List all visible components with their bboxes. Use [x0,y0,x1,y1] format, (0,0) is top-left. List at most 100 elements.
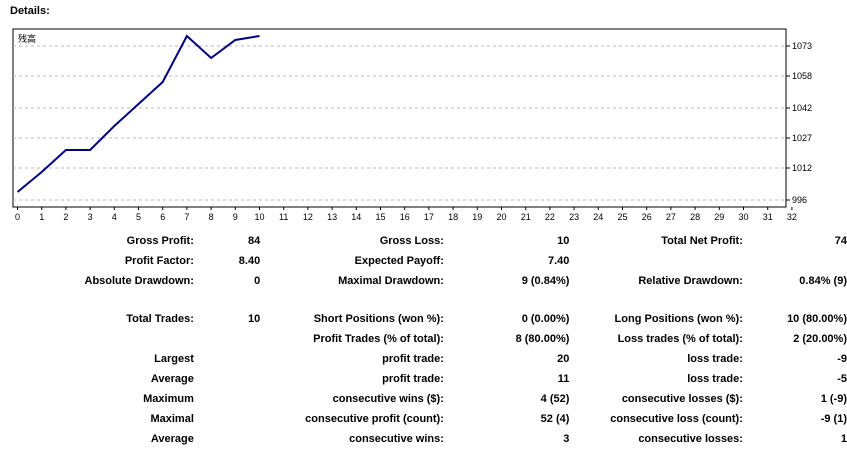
stat-value-2: 20 [557,353,570,365]
stat-label-3: loss trade: [687,373,743,385]
chart-series-label: 残高 [18,33,36,44]
stat-label-3: Long Positions (won %): [614,313,743,325]
stat-value-3: 1 [840,433,847,445]
stats-row: Average consecutive wins: 3 consecutive los… [0,429,847,449]
stat-label-1: Gross Profit: [126,235,194,247]
x-tick-label: 29 [714,212,724,222]
x-tick-label: 12 [303,212,313,222]
stat-label-2: Profit Trades (% of total): [313,333,444,345]
x-tick-label: 27 [666,212,676,222]
stat-label-3: consecutive losses ($): [621,393,743,405]
stat-label-2: Gross Loss: [379,235,444,247]
stat-label-2: Short Positions (won %): [313,313,444,325]
stat-value-3: -9 [837,353,847,365]
stat-label-2: Expected Payoff: [354,255,444,267]
chart-plot-area [12,28,787,208]
stat-label-2: consecutive wins: [349,433,444,445]
y-tick-label: 1042 [792,103,812,113]
details-label: Details: [10,5,50,17]
x-tick-label: 24 [593,212,603,222]
stat-value-1: 10 [247,313,261,325]
x-tick-label: 14 [351,212,361,222]
stat-value-3: 10 (80.00%) [787,313,847,325]
stat-label-2: consecutive wins ($): [332,393,444,405]
x-axis: 0 1 2 3 4 5 6 7 8 9 10 11 12 13 14 15 16 17 18 19 20 21 22 23 24… [15,207,797,222]
stat-label-3 [569,251,742,271]
y-tick-label: 996 [792,195,807,205]
x-tick-label: 9 [233,212,238,222]
x-tick-label: 8 [209,212,214,222]
stat-value-2 [444,291,570,309]
stat-label-3: Loss trades (% of total): [617,333,743,345]
x-tick-label: 15 [375,212,385,222]
y-tick-label: 1027 [792,133,812,143]
x-tick-label: 11 [279,212,288,222]
stat-value-3 [743,251,847,271]
x-tick-label: 0 [15,212,20,222]
stat-label-1: Average [150,433,194,445]
x-tick-label: 32 [787,212,797,222]
stat-value-2: 11 [557,373,570,385]
x-tick-label: 6 [160,212,165,222]
x-tick-label: 4 [112,212,117,222]
stat-value-2: 9 (0.84%) [521,275,570,287]
y-axis: 996 1012 1027 1042 1058 1073 [786,41,812,205]
x-tick-label: 28 [690,212,700,222]
stat-value-2: 8 (80.00%) [515,333,570,345]
stat-label-3: Relative Drawdown: [638,275,743,287]
stats-table: Gross Profit: 84 Gross Loss: 10 Total Net Pr… [0,231,847,449]
stat-label-1: Largest [154,353,194,365]
x-tick-label: 16 [400,212,410,222]
y-tick-label: 1073 [792,41,812,51]
x-tick-label: 21 [521,212,531,222]
x-tick-label: 30 [738,212,748,222]
stat-value-1 [194,389,260,409]
stat-value-1 [194,329,260,349]
stat-label-3: consecutive loss (count): [610,413,743,425]
x-tick-label: 25 [617,212,627,222]
stat-value-3 [743,291,847,309]
stat-label-2: Maximal Drawdown: [338,275,444,287]
stat-label-1: Maximum [143,393,194,405]
stat-value-2: 52 (4) [540,413,570,425]
x-tick-label: 18 [448,212,458,222]
stat-label-1: Maximal [150,413,194,425]
stat-label-1 [0,291,194,309]
x-tick-label: 26 [642,212,652,222]
stat-label-1: Profit Factor: [124,255,194,267]
stats-row [0,291,847,309]
x-tick-label: 19 [472,212,482,222]
x-tick-label: 20 [496,212,506,222]
stat-label-3 [569,291,742,309]
stat-label-1: Absolute Drawdown: [84,275,194,287]
stat-label-1: Average [150,373,194,385]
stat-value-3: -9 (1) [820,413,847,425]
stats-row: Average profit trade: 11 loss trade: -5 [0,369,847,389]
stat-value-3: 1 (-9) [820,393,847,405]
stats-row: Gross Profit: 84 Gross Loss: 10 Total Net Pr… [0,231,847,251]
stat-label-1: Total Trades: [126,313,194,325]
stat-value-1 [194,429,260,449]
x-tick-label: 13 [327,212,337,222]
x-tick-label: 7 [184,212,189,222]
stat-label-2: consecutive profit (count): [305,413,444,425]
stat-label-3: Total Net Profit: [661,235,743,247]
x-tick-label: 5 [136,212,141,222]
stat-value-1: 0 [254,275,261,287]
stat-value-1 [194,291,260,309]
stat-label-2 [260,291,444,309]
x-tick-label: 31 [763,212,773,222]
stat-value-3: 0.84% (9) [799,275,847,287]
stat-label-2: profit trade: [382,373,444,385]
stat-value-1 [194,349,260,369]
stat-value-1: 8.40 [238,255,261,267]
x-tick-label: 3 [88,212,93,222]
stat-label-1 [0,329,194,349]
stats-row: Total Trades: 10 Short Positions (won %): 0… [0,309,847,329]
stat-value-2: 10 [557,235,570,247]
stat-value-3: -5 [837,373,847,385]
stat-value-3: 2 (20.00%) [793,333,847,345]
x-tick-label: 17 [424,212,434,222]
stat-value-1: 84 [247,235,261,247]
